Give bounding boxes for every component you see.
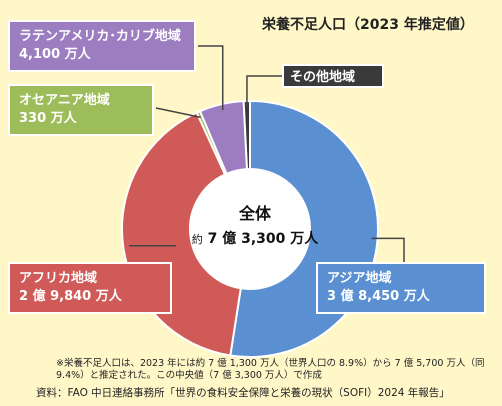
leader-lines [129,45,405,262]
center-total: 全体 約 7 億 3,300 万人 [180,200,330,248]
chart-title: 栄養不足人口（2023 年推定値） [262,17,474,33]
label-oceania-name: オセアニア地域 [19,93,110,108]
leader-asia [371,237,405,262]
label-latam-value: 4,100 万人 [19,47,91,62]
label-africa: アフリカ地域 2 億 9,840 万人 [8,262,172,314]
label-asia-name: アジア地域 [327,271,392,286]
label-africa-name: アフリカ地域 [19,271,98,286]
label-asia: アジア地域 3 億 8,450 万人 [316,262,486,314]
source-line: 資料：FAO 中日連絡事務所「世界の食料安全保障と栄養の現状（SOFI）2024… [36,387,450,399]
label-other-name: その他地域 [290,70,356,85]
center-prefix: 約 [191,233,203,246]
center-title: 全体 [238,204,271,223]
label-oceania: オセアニア地域 330 万人 [8,84,154,136]
leader-latam [198,45,224,111]
leader-oceania [155,107,201,119]
label-latam-name: ラテンアメリカ･カリブ地域 [19,29,181,44]
center-value: 約 7 億 3,300 万人 [180,228,330,248]
center-value-text: 7 億 3,300 万人 [207,231,319,247]
label-africa-value: 2 億 9,840 万人 [19,289,122,304]
center-hole [190,169,310,289]
leader-other [246,75,282,108]
label-oceania-value: 330 万人 [19,111,77,126]
label-asia-value: 3 億 8,450 万人 [327,289,430,304]
label-other: その他地域 [282,64,384,88]
footnote: ※栄養不足人口は、2023 年には約 7 億 1,300 万人（世界人口の 8.… [56,358,485,381]
label-latam: ラテンアメリカ･カリブ地域 4,100 万人 [8,20,196,72]
